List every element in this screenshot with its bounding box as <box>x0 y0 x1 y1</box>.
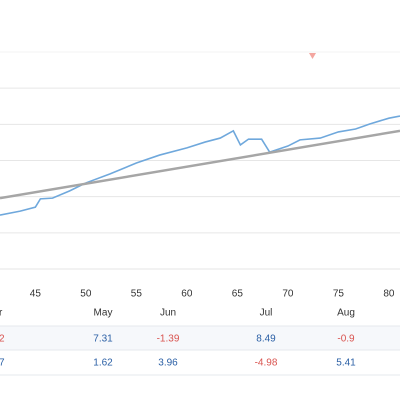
x-tick-label: 80 <box>383 289 395 300</box>
column-header: r <box>0 308 3 319</box>
column-header: Aug <box>337 308 355 319</box>
x-tick-label: 65 <box>232 289 244 300</box>
x-tick-label: 55 <box>131 289 143 300</box>
marker-icon <box>309 53 316 59</box>
x-tick-label: 60 <box>181 289 193 300</box>
table-cell: 1.62 <box>93 358 113 369</box>
table-cell: 3.96 <box>158 358 178 369</box>
column-header: Jun <box>160 308 176 319</box>
row-band <box>0 326 400 350</box>
table-cell: 7 <box>0 358 5 369</box>
table-cell: -1.39 <box>157 334 180 345</box>
table-cell: 8.49 <box>256 334 276 345</box>
x-tick-label: 75 <box>333 289 345 300</box>
column-header: Jul <box>260 308 273 319</box>
table-cell: 2 <box>0 334 5 345</box>
column-header: May <box>94 308 113 319</box>
table-cell: -4.98 <box>255 358 278 369</box>
x-tick-label: 45 <box>30 289 42 300</box>
x-tick-label: 70 <box>282 289 294 300</box>
line-series <box>0 129 400 200</box>
table-cell: 7.31 <box>93 334 113 345</box>
x-tick-label: 50 <box>80 289 92 300</box>
table-cell: -0.9 <box>337 334 355 345</box>
line-series <box>0 115 400 216</box>
table-cell: 5.41 <box>336 358 356 369</box>
